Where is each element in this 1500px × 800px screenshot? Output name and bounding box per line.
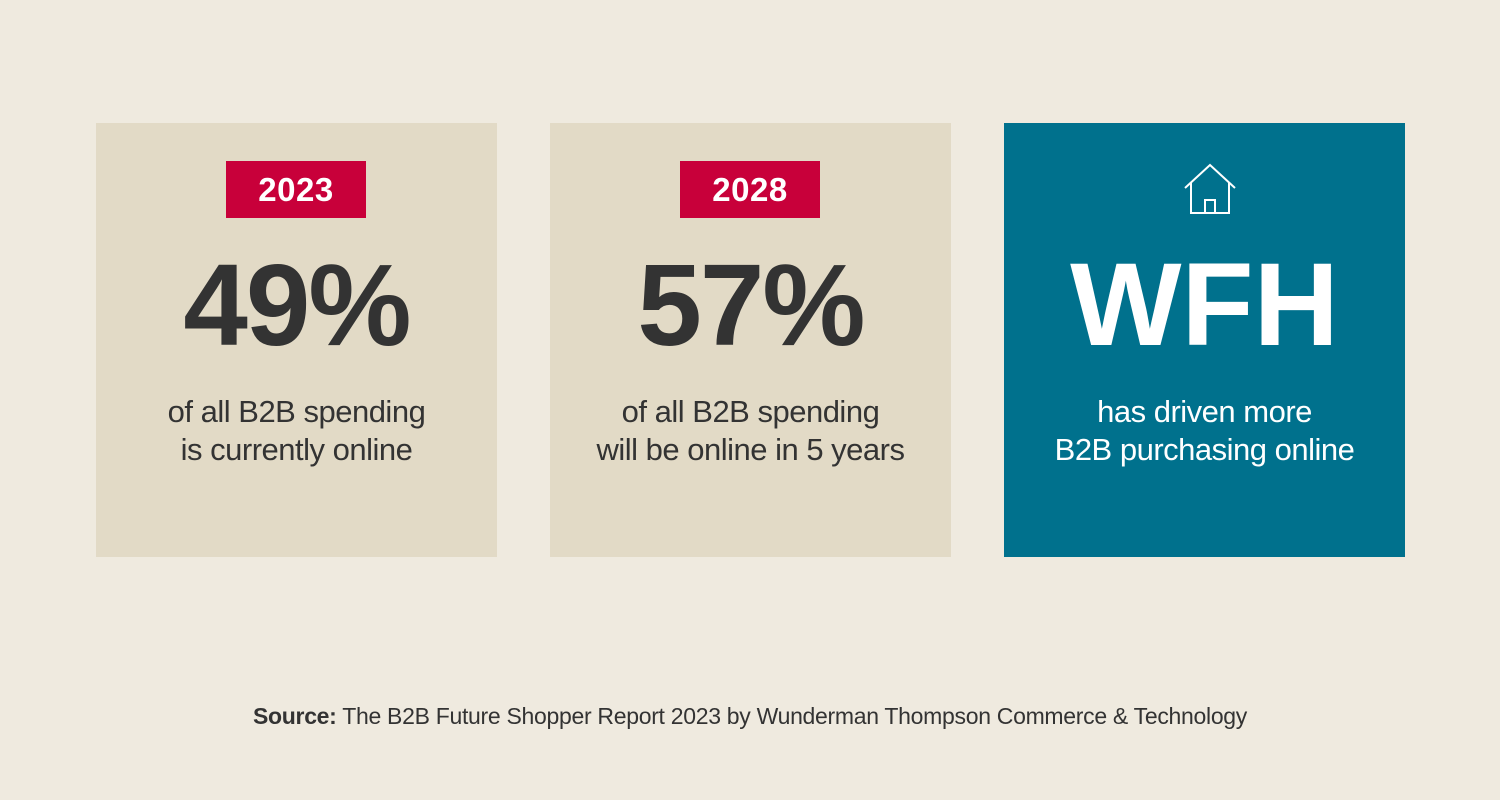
source-citation: Source: The B2B Future Shopper Report 20…	[0, 700, 1500, 732]
stat-description: of all B2B spending will be online in 5 …	[550, 393, 951, 469]
stat-card-2023: 2023 49% of all B2B spending is currentl…	[96, 123, 497, 557]
stat-description-line-1: of all B2B spending	[621, 394, 880, 429]
stat-description-line-2: is currently online	[180, 432, 413, 467]
stat-description-line-1: of all B2B spending	[167, 394, 426, 429]
stat-card-2028: 2028 57% of all B2B spending will be onl…	[550, 123, 951, 557]
year-badge: 2028	[680, 161, 820, 218]
stat-description: has driven more B2B purchasing online	[1004, 393, 1405, 469]
source-text: The B2B Future Shopper Report 2023 by Wu…	[336, 703, 1247, 729]
home-icon	[1184, 163, 1236, 214]
stat-description-line-2: will be online in 5 years	[596, 432, 905, 467]
stat-value: 49%	[183, 240, 411, 370]
stat-card-wfh: WFH has driven more B2B purchasing onlin…	[1004, 123, 1405, 557]
source-label: Source:	[253, 703, 337, 729]
stat-description-line-2: B2B purchasing online	[1054, 432, 1355, 467]
year-badge: 2023	[226, 161, 366, 218]
stat-description: of all B2B spending is currently online	[96, 393, 497, 469]
stat-value: WFH	[1070, 239, 1339, 371]
stat-value: 57%	[637, 240, 865, 370]
stat-description-line-1: has driven more	[1097, 394, 1312, 429]
